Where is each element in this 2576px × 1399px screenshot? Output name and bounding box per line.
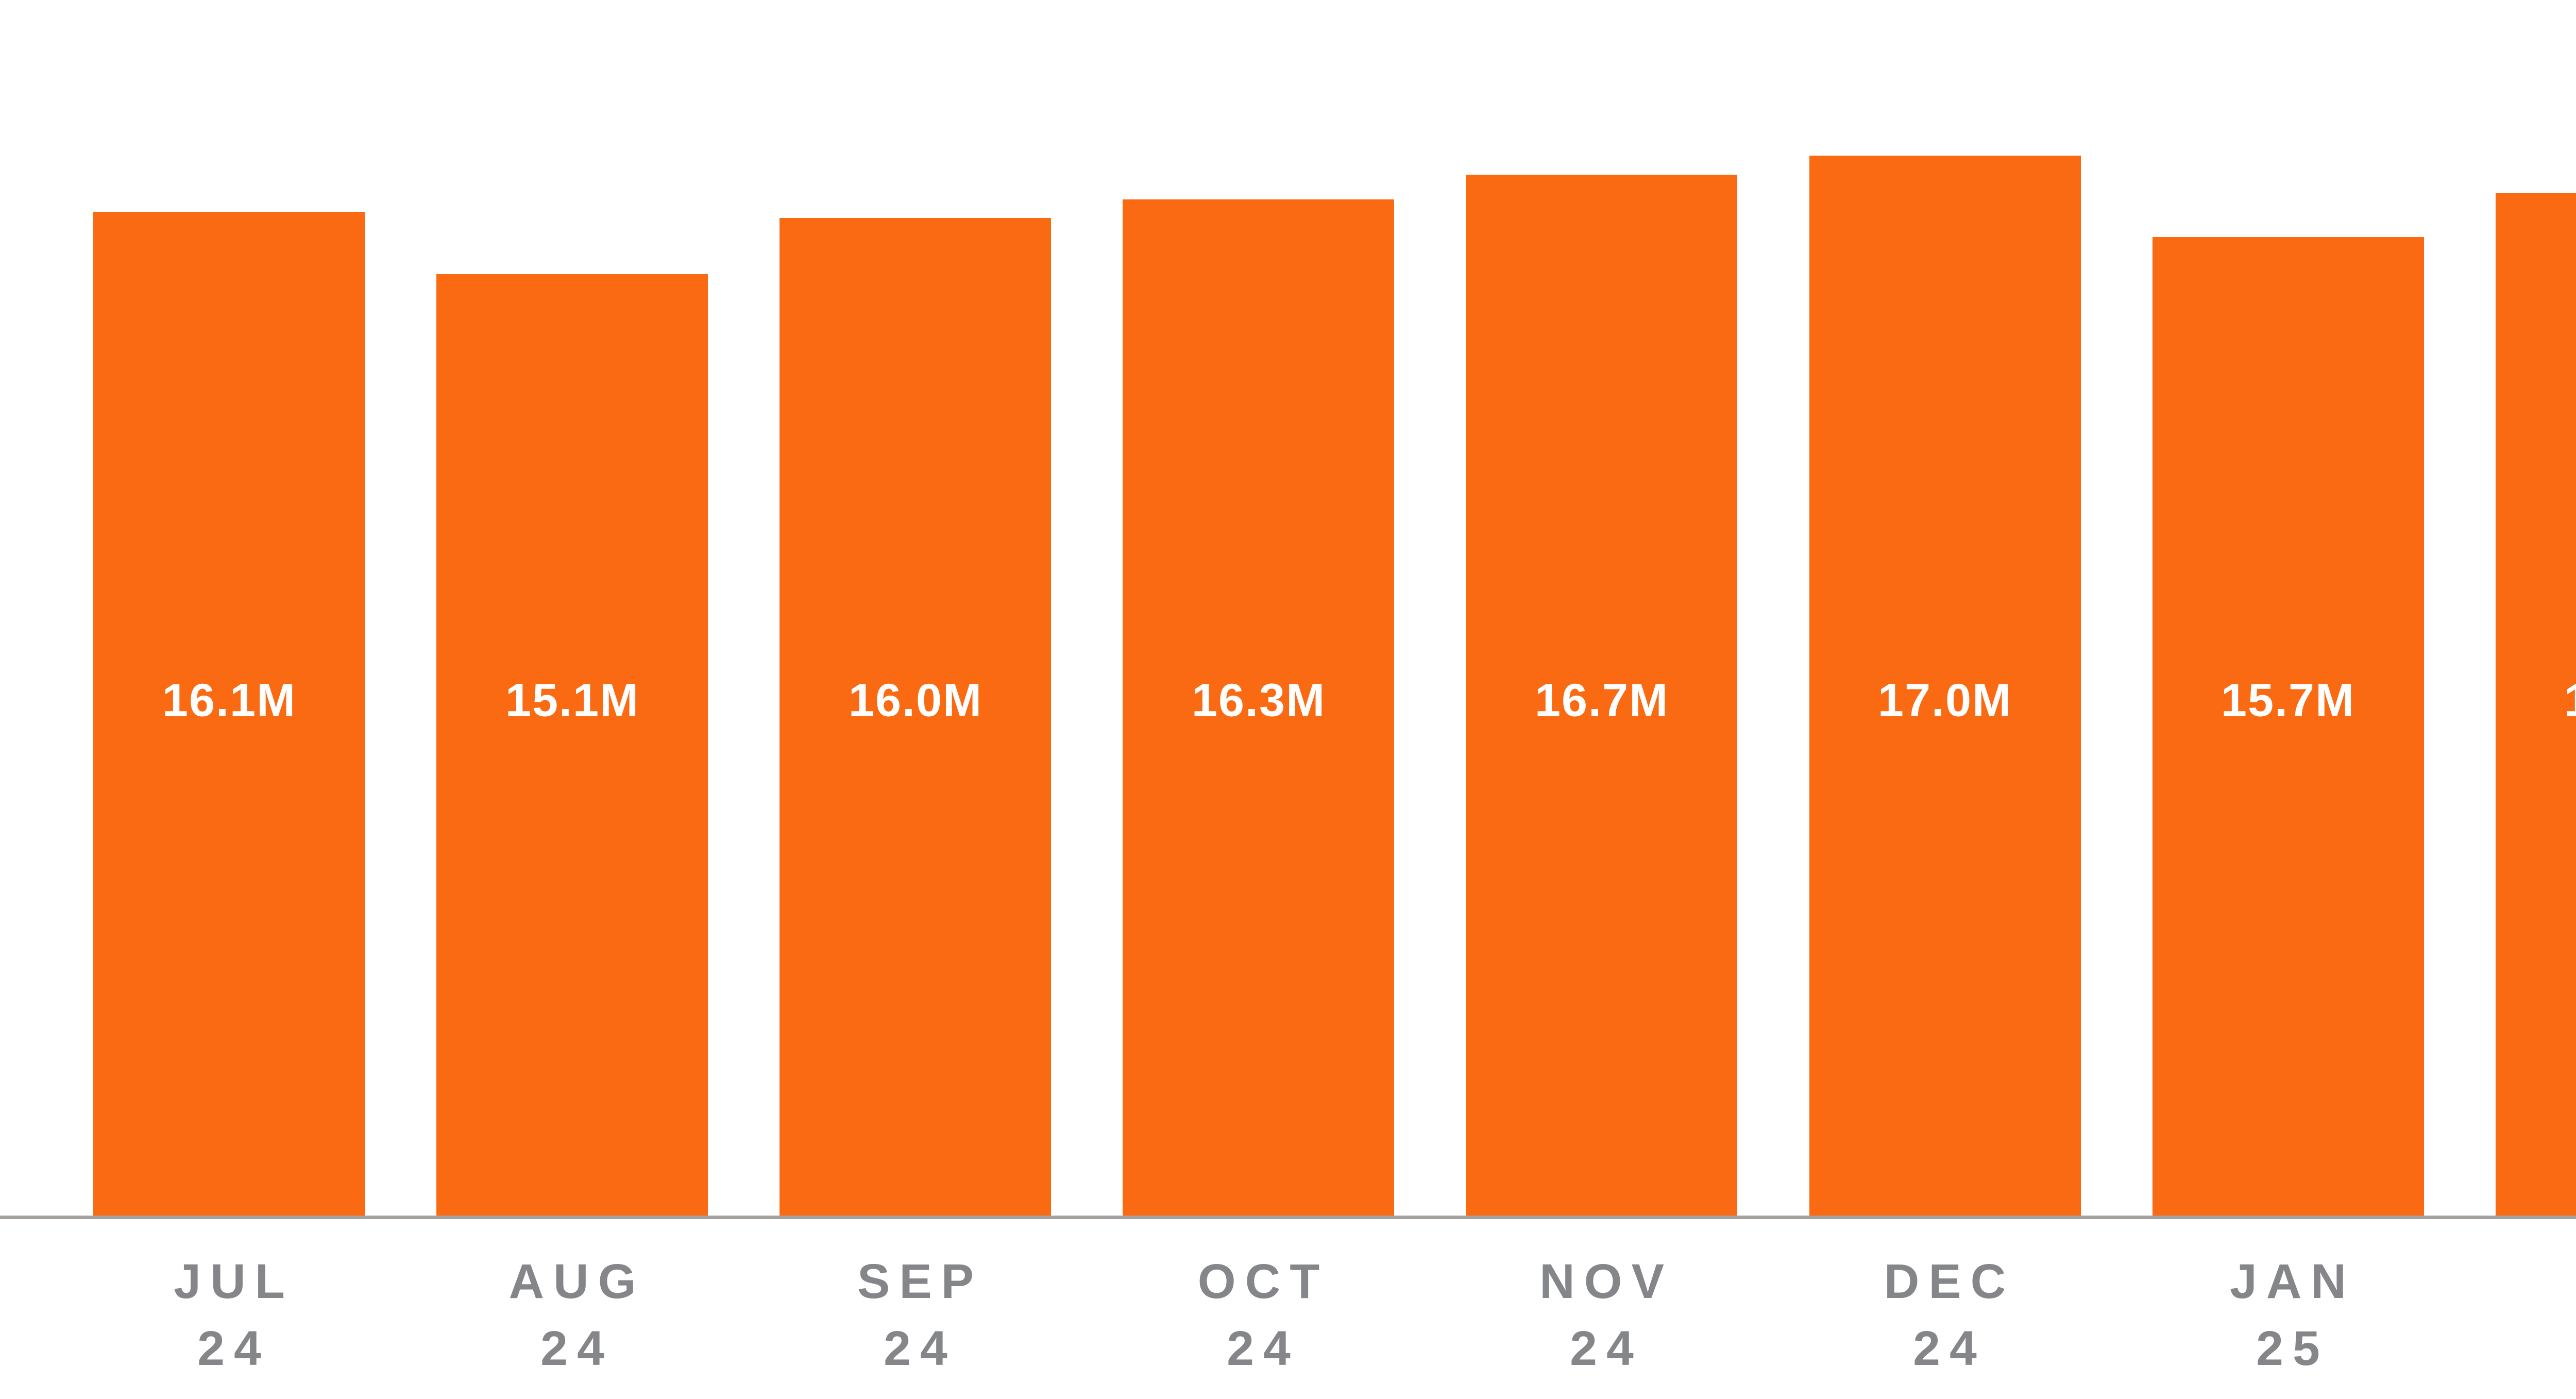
- x-axis-label-year: 25: [2564, 1315, 2576, 1382]
- bar: [779, 218, 1051, 1216]
- x-axis-label-month: DEC: [1884, 1254, 2015, 1309]
- x-axis-label-month: JUL: [174, 1254, 294, 1309]
- x-axis-label-month: SEP: [857, 1254, 984, 1309]
- x-axis-label-year: 24: [1913, 1321, 1986, 1376]
- x-axis-label: DEC 24: [1875, 1248, 2015, 1382]
- bar-value-label: 16.4M: [2564, 675, 2576, 728]
- x-axis-label: SEP 24: [848, 1248, 983, 1382]
- x-axis-label-year: 24: [1570, 1321, 1643, 1376]
- x-axis-label: JAN 25: [2221, 1248, 2355, 1382]
- bar: [93, 212, 365, 1216]
- bar-value-label: 16.0M: [848, 675, 983, 727]
- x-axis-label: AUG 24: [499, 1248, 645, 1382]
- x-axis-label-year: 24: [884, 1321, 957, 1376]
- x-axis-label-month: OCT: [1197, 1254, 1329, 1309]
- x-axis-label: OCT 24: [1189, 1248, 1329, 1382]
- x-axis-label-year: 24: [197, 1321, 270, 1376]
- x-axis-label-year: 25: [2256, 1321, 2329, 1376]
- bar: [436, 274, 708, 1216]
- bar: [1809, 156, 2081, 1216]
- bar: [1466, 175, 1737, 1216]
- bar: [2153, 237, 2424, 1216]
- x-axis-label-month: NOV: [1539, 1254, 1673, 1309]
- x-axis-label-month: FEB: [2564, 1248, 2576, 1315]
- bar-value-label: 15.7M: [2221, 675, 2355, 727]
- x-axis-line: [0, 1216, 2576, 1219]
- x-axis-label-year: 24: [540, 1321, 614, 1376]
- bar-value-label: 17.0M: [1877, 675, 2012, 727]
- bar-value-label: 16.1M: [162, 675, 297, 727]
- x-axis-label: FEB25: [2564, 1248, 2576, 1382]
- bar-value-label: 16.3M: [1191, 675, 1326, 727]
- x-axis-label-year: 24: [1227, 1321, 1300, 1376]
- x-axis-label: JUL 24: [164, 1248, 294, 1382]
- bar-value-label: 16.7M: [1534, 675, 1669, 727]
- x-axis-label-month: JAN: [2229, 1254, 2356, 1309]
- x-axis-label-month: AUG: [509, 1254, 646, 1309]
- bar: [2496, 193, 2576, 1216]
- bar-value-label: 15.1M: [505, 675, 640, 727]
- bar: [1123, 199, 1394, 1216]
- x-axis-label: NOV 24: [1530, 1248, 1673, 1382]
